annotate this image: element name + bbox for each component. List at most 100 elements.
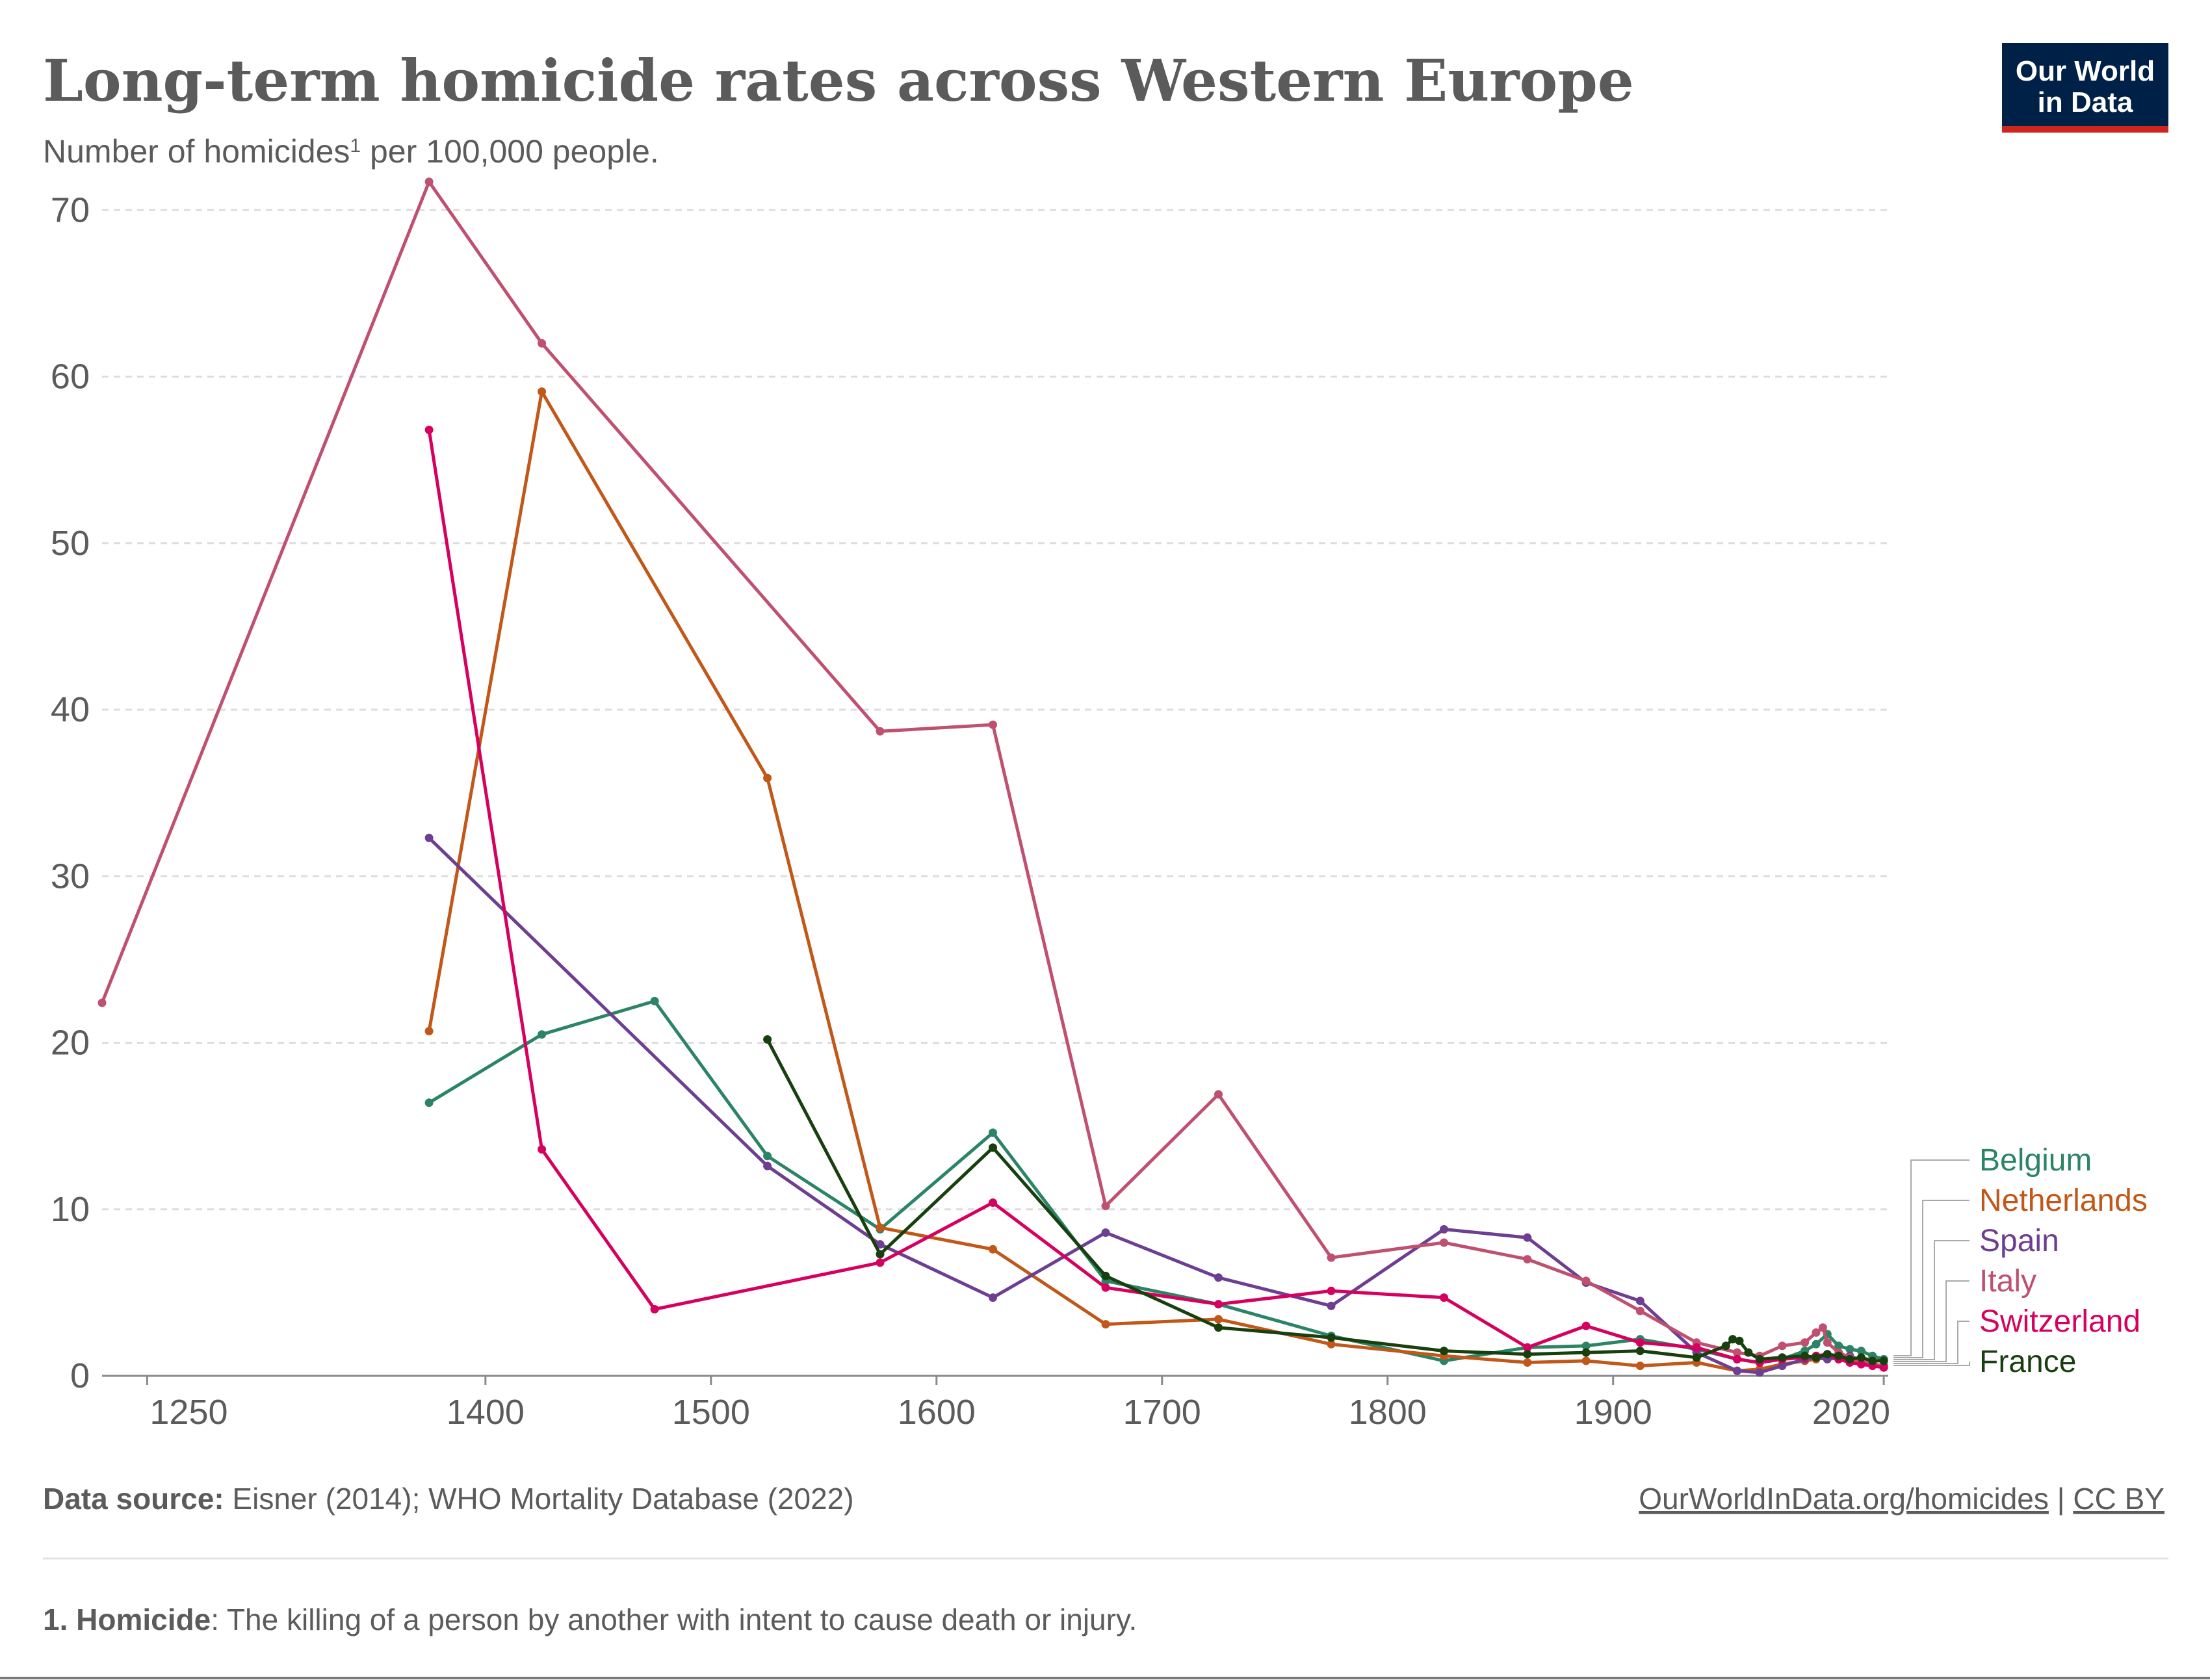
series-belgium[interactable] <box>424 996 1888 1367</box>
logo-accent-bar <box>2002 126 2168 133</box>
legend-connector <box>1893 1159 1970 1356</box>
legend-label-italy[interactable]: Italy <box>1979 1264 2036 1299</box>
data-point <box>1523 1350 1532 1359</box>
data-point <box>989 720 997 729</box>
chart-title: Long-term homicide rates across Western … <box>43 47 1634 114</box>
data-point <box>1327 1253 1336 1262</box>
legend: Belgium Netherlands Spain Italy Switzerland F… <box>1893 1143 2148 1379</box>
legend-label-belgium[interactable]: Belgium <box>1979 1143 2092 1178</box>
data-source-text: Eisner (2014); WHO Mortality Database (2… <box>224 1482 854 1516</box>
y-tick-label: 30 <box>51 857 90 896</box>
data-point <box>650 996 659 1005</box>
data-point <box>1327 1339 1336 1349</box>
data-point <box>989 1198 997 1207</box>
y-axis-ticks: 0 10 20 30 40 50 60 70 <box>51 190 90 1395</box>
data-point <box>1800 1338 1810 1347</box>
data-point <box>1635 1297 1644 1306</box>
legend-label-france[interactable]: France <box>1979 1345 2076 1379</box>
footnote-label: 1. Homicide <box>43 1603 211 1636</box>
legend-label-switzerland[interactable]: Switzerland <box>1979 1304 2140 1339</box>
series-italy[interactable] <box>98 177 1888 1372</box>
x-tick-label: 1500 <box>672 1393 750 1432</box>
series-line <box>100 180 1885 1369</box>
x-axis: 1250 1400 1500 1600 1700 1800 1900 2020 <box>102 1375 1890 1432</box>
y-tick-label: 10 <box>51 1190 90 1229</box>
data-source-label: Data source: <box>43 1482 224 1516</box>
grid-lines <box>102 209 1888 1211</box>
data-point <box>424 426 434 434</box>
data-point <box>1440 1293 1448 1302</box>
data-point <box>1327 1301 1336 1310</box>
data-point <box>1845 1345 1854 1354</box>
data-point <box>1440 1347 1448 1356</box>
data-point <box>876 1250 885 1259</box>
data-point <box>763 1161 772 1170</box>
data-point <box>1800 1351 1810 1360</box>
data-point <box>1721 1341 1730 1350</box>
data-point <box>1692 1353 1701 1362</box>
data-point <box>1523 1233 1532 1242</box>
footnote: 1. Homicide: The killing of a person by … <box>43 1603 1137 1636</box>
data-point <box>1440 1238 1448 1247</box>
data-point <box>989 1128 997 1137</box>
logo-line-2: in Data <box>2038 86 2133 118</box>
data-point <box>1581 1348 1591 1357</box>
series-line <box>766 1039 1884 1363</box>
legend-connector <box>1893 1362 1970 1366</box>
license-link[interactable]: CC BY <box>2073 1482 2164 1516</box>
data-point <box>1581 1276 1591 1286</box>
data-point <box>763 1152 772 1161</box>
data-point <box>1101 1320 1110 1329</box>
y-tick-label: 0 <box>70 1356 90 1395</box>
data-point <box>1735 1336 1744 1345</box>
legend-label-netherlands[interactable]: Netherlands <box>1979 1183 2148 1218</box>
data-point <box>1101 1228 1110 1237</box>
data-point <box>538 387 547 396</box>
data-point <box>1728 1335 1737 1344</box>
y-tick-label: 20 <box>51 1024 90 1063</box>
data-point <box>1327 1333 1336 1342</box>
data-point <box>1823 1350 1832 1359</box>
x-tick-label: 1900 <box>1574 1393 1652 1432</box>
data-point <box>1812 1339 1821 1349</box>
data-point <box>538 1030 547 1039</box>
subtitle-main: Number of homicides <box>43 133 350 170</box>
data-point <box>1101 1283 1110 1292</box>
data-point <box>1856 1353 1866 1362</box>
legend-connector <box>1893 1240 1970 1360</box>
data-point <box>1733 1348 1741 1357</box>
series-france[interactable] <box>763 1035 1888 1365</box>
data-point <box>538 1145 547 1154</box>
x-tick-label: 2020 <box>1812 1393 1890 1432</box>
legend-connector <box>1893 1200 1970 1358</box>
x-tick-label: 1400 <box>447 1393 525 1432</box>
data-point <box>1868 1356 1877 1365</box>
series-switzerland[interactable] <box>424 426 1888 1372</box>
chart-subtitle: Number of homicides1 per 100,000 people. <box>43 133 659 170</box>
data-point <box>1214 1323 1223 1332</box>
data-point <box>763 773 772 782</box>
data-point <box>1733 1366 1741 1375</box>
x-tick-label: 1600 <box>898 1393 976 1432</box>
data-point <box>1834 1351 1843 1360</box>
legend-label-spain[interactable]: Spain <box>1979 1224 2059 1258</box>
source-url-link[interactable]: OurWorldInData.org/homicides <box>1639 1482 2049 1516</box>
data-point <box>1692 1343 1701 1352</box>
footnote-text: : The killing of a person by another wit… <box>211 1603 1137 1636</box>
footer-links: OurWorldInData.org/homicides | CC BY <box>1639 1482 2164 1516</box>
x-tick-label: 1250 <box>150 1393 228 1432</box>
data-point <box>1755 1368 1764 1377</box>
data-point <box>1856 1360 1866 1369</box>
data-point <box>424 833 434 842</box>
owid-logo[interactable]: Our World in Data <box>2002 43 2168 133</box>
data-point <box>424 1098 434 1107</box>
data-point <box>763 1035 772 1044</box>
data-point <box>989 1293 997 1302</box>
series-lines <box>98 177 1888 1377</box>
data-point <box>1856 1347 1866 1356</box>
data-point <box>1523 1255 1532 1264</box>
data-point <box>1214 1300 1223 1309</box>
series-netherlands[interactable] <box>424 387 1888 1375</box>
logo-background <box>2002 43 2168 126</box>
data-point <box>1635 1338 1644 1347</box>
